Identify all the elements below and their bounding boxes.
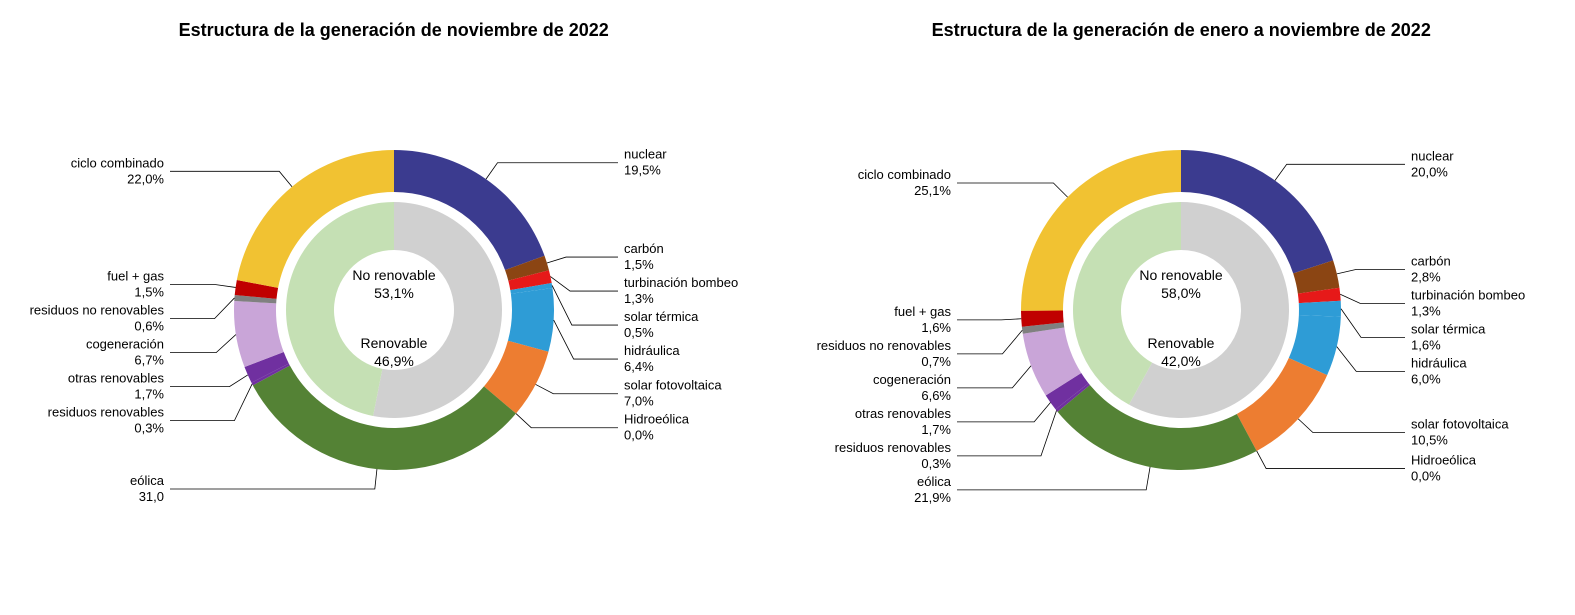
slice-label-hidroe-lica: Hidroeólica: [624, 412, 690, 427]
leader-line: [170, 171, 292, 186]
slice-label-ciclo-combinado: ciclo combinado: [71, 155, 164, 170]
inner-label-renovable: Renovable: [360, 335, 427, 351]
leader-line: [957, 330, 1022, 354]
inner-pct-norenovable: 58,0%: [1161, 285, 1201, 301]
leader-line: [170, 384, 252, 421]
slice-pct-otras-renovables: 1,7%: [922, 422, 952, 437]
slice-pct-ciclo-combinado: 25,1%: [914, 183, 951, 198]
slice-pct-cogeneraci-n: 6,7%: [134, 353, 164, 368]
slice-pct-hidroe-lica: 0,0%: [624, 428, 654, 443]
leader-line: [957, 366, 1031, 388]
leader-line: [535, 384, 617, 393]
inner-pct-renovable: 46,9%: [374, 353, 414, 369]
slice-label-cogeneraci-n: cogeneración: [86, 337, 164, 352]
slice-label-nuclear: nuclear: [624, 147, 667, 162]
leader-line: [957, 183, 1068, 197]
slice-pct-solar-t-rmica: 1,6%: [1411, 337, 1441, 352]
inner-label-norenovable: No renovable: [1140, 267, 1223, 283]
slice-pct-e-lica: 21,9%: [914, 490, 951, 505]
slice-pct-ciclo-combinado: 22,0%: [127, 171, 164, 186]
leader-line: [170, 298, 234, 319]
slice-pct-residuos-renovables: 0,3%: [134, 421, 164, 436]
slice-pct-cogeneraci-n: 6,6%: [922, 388, 952, 403]
leader-line: [547, 257, 618, 263]
inner-pct-norenovable: 53,1%: [374, 285, 414, 301]
donut-left: No renovable53,1%Renovable46,9%nuclear19…: [154, 100, 634, 580]
leader-line: [957, 411, 1057, 456]
slice-label-residuos-renovables: residuos renovables: [835, 440, 952, 455]
leader-line: [486, 163, 618, 179]
leader-line: [1275, 164, 1405, 180]
inner-label-norenovable: No renovable: [352, 267, 435, 283]
chart-title-left: Estructura de la generación de noviembre…: [0, 20, 788, 41]
slice-solar-t-rmica: [1299, 301, 1341, 317]
slice-label-nuclear: nuclear: [1411, 148, 1454, 163]
slice-pct-fuel-gas: 1,5%: [134, 285, 164, 300]
slice-pct-solar-fotovoltaica: 7,0%: [624, 394, 654, 409]
inner-label-renovable: Renovable: [1148, 335, 1215, 351]
slice-label-residuos-no-renovables: residuos no renovables: [817, 338, 952, 353]
leader-line: [957, 467, 1150, 490]
leader-line: [170, 469, 377, 489]
slice-pct-turbinaci-n-bombeo: 1,3%: [624, 291, 654, 306]
slice-label-solar-t-rmica: solar térmica: [1411, 321, 1486, 336]
slice-pct-otras-renovables: 1,7%: [134, 387, 164, 402]
leader-line: [1337, 269, 1405, 274]
slice-label-carb-n: carbón: [1411, 253, 1451, 268]
slice-label-residuos-no-renovables: residuos no renovables: [29, 303, 164, 318]
leader-line: [1257, 451, 1405, 469]
leader-line: [957, 403, 1050, 422]
leader-line: [170, 375, 248, 387]
leader-line: [170, 335, 236, 353]
slice-label-hidroe-lica: Hidroeólica: [1411, 453, 1477, 468]
slice-pct-residuos-no-renovables: 0,7%: [922, 354, 952, 369]
slice-pct-nuclear: 20,0%: [1411, 164, 1448, 179]
chart-right: Estructura de la generación de enero a n…: [788, 0, 1575, 615]
slice-label-otras-renovables: otras renovables: [855, 406, 952, 421]
slice-label-otras-renovables: otras renovables: [68, 371, 165, 386]
slice-pct-hidr-ulica: 6,4%: [624, 359, 654, 374]
slice-pct-carb-n: 1,5%: [624, 257, 654, 272]
leader-line: [957, 319, 1021, 320]
leader-line: [170, 285, 236, 288]
slice-pct-solar-t-rmica: 0,5%: [624, 325, 654, 340]
slice-label-turbinaci-n-bombeo: turbinación bombeo: [1411, 287, 1525, 302]
slice-label-cogeneraci-n: cogeneración: [873, 372, 951, 387]
slice-pct-fuel-gas: 1,6%: [922, 320, 952, 335]
slice-pct-e-lica: 31,0: [138, 489, 163, 504]
slice-label-e-lica: eólica: [130, 473, 165, 488]
slice-label-solar-fotovoltaica: solar fotovoltaica: [624, 378, 722, 393]
slice-pct-residuos-no-renovables: 0,6%: [134, 319, 164, 334]
leader-line: [550, 277, 618, 292]
chart-title-right: Estructura de la generación de enero a n…: [788, 20, 1575, 41]
slice-label-turbinaci-n-bombeo: turbinación bombeo: [624, 275, 738, 290]
leader-line: [553, 320, 617, 359]
chart-left: Estructura de la generación de noviembre…: [0, 0, 788, 615]
leader-line: [516, 414, 618, 428]
donut-right: No renovable58,0%Renovable42,0%nuclear20…: [941, 100, 1421, 580]
leader-line: [1298, 419, 1405, 433]
slice-label-fuel-gas: fuel + gas: [107, 269, 164, 284]
slice-label-e-lica: eólica: [917, 474, 952, 489]
slice-pct-nuclear: 19,5%: [624, 163, 661, 178]
slice-label-carb-n: carbón: [624, 241, 664, 256]
slice-label-ciclo-combinado: ciclo combinado: [858, 167, 951, 182]
slice-pct-carb-n: 2,8%: [1411, 269, 1441, 284]
slice-label-hidr-ulica: hidráulica: [624, 343, 680, 358]
slice-pct-residuos-renovables: 0,3%: [922, 456, 952, 471]
leader-line: [1337, 347, 1405, 372]
slice-pct-turbinaci-n-bombeo: 1,3%: [1411, 303, 1441, 318]
slice-label-solar-fotovoltaica: solar fotovoltaica: [1411, 417, 1509, 432]
slice-hidr-ulica: [508, 288, 554, 352]
slice-pct-hidroe-lica: 0,0%: [1411, 469, 1441, 484]
leader-line: [1340, 294, 1405, 303]
leader-line: [1341, 309, 1405, 338]
slice-label-solar-t-rmica: solar térmica: [624, 309, 699, 324]
slice-pct-solar-fotovoltaica: 10,5%: [1411, 433, 1448, 448]
inner-pct-renovable: 42,0%: [1161, 353, 1201, 369]
slice-pct-hidr-ulica: 6,0%: [1411, 371, 1441, 386]
slice-label-fuel-gas: fuel + gas: [895, 304, 952, 319]
slice-label-hidr-ulica: hidráulica: [1411, 355, 1467, 370]
slice-label-residuos-renovables: residuos renovables: [47, 405, 164, 420]
